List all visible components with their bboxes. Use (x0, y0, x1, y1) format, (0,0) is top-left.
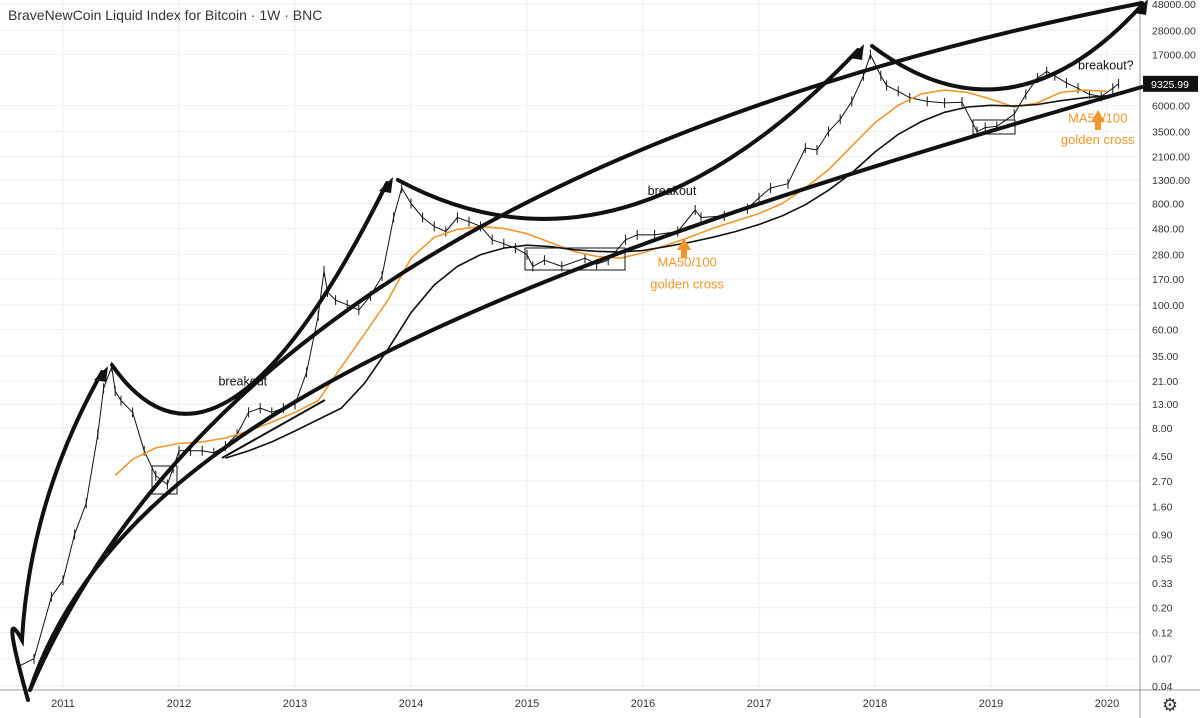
last-price-tag (1143, 75, 1198, 92)
golden-cross-arrow (677, 238, 691, 258)
x-tick-label: 2020 (1095, 698, 1119, 710)
x-tick-label: 2017 (747, 698, 771, 710)
arrow-head (379, 177, 393, 193)
y-tick-label: 28000.00 (1152, 25, 1196, 37)
y-tick-label: 0.04 (1152, 681, 1173, 693)
trend-curve (396, 48, 860, 221)
trend-curve (870, 3, 1144, 92)
y-tick-label: 17000.00 (1152, 50, 1196, 62)
x-tick-label: 2019 (979, 698, 1003, 710)
y-tick-label: 60.00 (1152, 325, 1178, 337)
annotation-label: breakout? (1078, 59, 1134, 73)
y-tick-label: 170.00 (1152, 274, 1184, 286)
annotation-label: MA50/100 (657, 254, 716, 269)
price-line (18, 54, 1119, 667)
x-tick-label: 2018 (863, 698, 887, 710)
x-tick-label: 2011 (51, 698, 75, 710)
chart-title: BraveNewCoin Liquid Index for Bitcoin · … (8, 7, 323, 23)
y-tick-label: 280.00 (1152, 250, 1184, 262)
x-tick-label: 2013 (283, 698, 307, 710)
y-tick-label: 0.55 (1152, 553, 1173, 565)
arrow-head (94, 366, 108, 382)
y-tick-label: 2100.00 (1152, 151, 1190, 163)
last-price-label: 9325.99 (1151, 79, 1189, 91)
y-tick-label: 3500.00 (1152, 127, 1190, 139)
y-tick-label: 0.90 (1152, 529, 1173, 541)
y-tick-label: 6000.00 (1152, 100, 1190, 112)
trend-curve (10, 370, 104, 702)
annotation-label: MA50/100 (1068, 111, 1127, 126)
consolidation-box (972, 119, 1016, 135)
y-tick-label: 4.50 (1152, 451, 1173, 463)
annotation-label: breakout (648, 184, 697, 198)
x-tick-label: 2015 (515, 698, 539, 710)
arrow-head (850, 44, 864, 60)
ma100-line (225, 95, 1108, 459)
arrow-head (1134, 0, 1148, 15)
y-tick-label: 21.00 (1152, 376, 1178, 388)
y-tick-label: 1.60 (1152, 501, 1173, 513)
y-tick-label: 0.12 (1152, 627, 1173, 639)
y-tick-label: 35.00 (1152, 351, 1178, 363)
ma50-line (114, 89, 1108, 477)
x-tick-label: 2016 (631, 698, 655, 710)
y-tick-label: 13.00 (1152, 399, 1178, 411)
y-tick-label: 1300.00 (1152, 175, 1190, 187)
gear-icon[interactable]: ⚙ (1161, 695, 1179, 715)
y-tick-label: 0.07 (1152, 654, 1173, 666)
y-tick-label: 48000.00 (1152, 0, 1196, 11)
golden-cross-arrow (1091, 110, 1105, 130)
y-tick-label: 2.70 (1152, 476, 1173, 488)
x-tick-label: 2014 (399, 698, 423, 710)
trend-curve (28, 1, 1144, 692)
annotation-label: golden cross (1061, 132, 1135, 147)
trend-curve (110, 181, 389, 416)
y-tick-label: 480.00 (1152, 223, 1184, 235)
consolidation-box (151, 465, 178, 495)
consolidation-box (524, 247, 626, 271)
x-tick-label: 2012 (167, 698, 191, 710)
y-tick-label: 0.20 (1152, 603, 1173, 615)
y-tick-label: 8.00 (1152, 423, 1173, 435)
y-tick-label: 800.00 (1152, 198, 1184, 210)
annotation-label: breakout (218, 375, 267, 389)
annotation-label: golden cross (650, 276, 724, 291)
y-tick-label: 100.00 (1152, 300, 1184, 312)
trend-line (221, 399, 326, 459)
y-tick-label: 0.33 (1152, 578, 1173, 590)
trend-curve (28, 85, 1144, 692)
